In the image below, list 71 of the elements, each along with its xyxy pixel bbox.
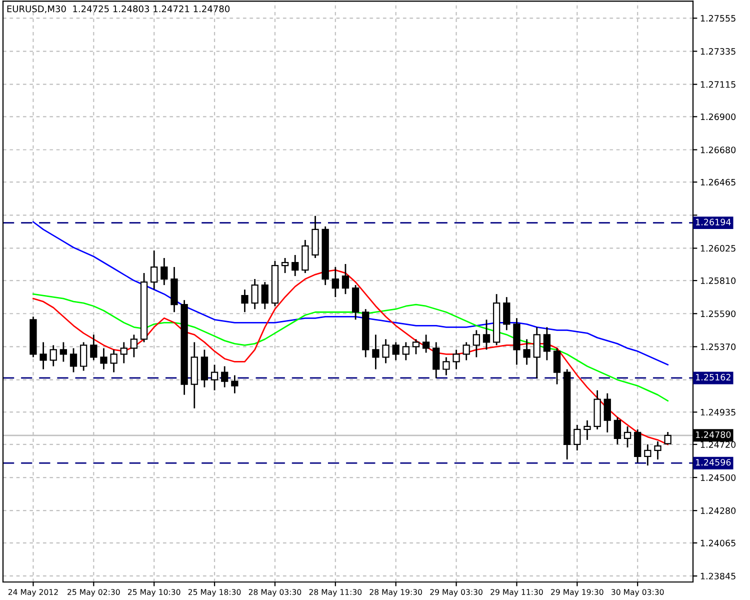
candlestick	[70, 348, 78, 373]
candlestick	[160, 257, 168, 286]
candlestick	[644, 444, 652, 466]
y-tick-label: 1.26680	[700, 146, 736, 154]
candlestick	[664, 431, 672, 445]
candlestick	[261, 281, 268, 310]
candlestick	[402, 342, 410, 361]
y-tick-label: 1.25810	[700, 277, 736, 284]
candlestick	[200, 349, 208, 388]
candlestick	[231, 374, 238, 394]
candlestick	[292, 254, 299, 277]
candlestick	[372, 334, 380, 370]
candlestick	[584, 420, 591, 441]
line-series	[32, 293, 669, 402]
candlestick	[80, 342, 88, 372]
candlestick	[462, 342, 470, 361]
candlestick	[100, 348, 108, 370]
candlestick	[60, 342, 68, 362]
y-tick-label: 1.24720	[700, 441, 736, 448]
y-tick-label: 1.27115	[700, 81, 736, 88]
candlestick	[604, 392, 611, 434]
candlestick	[533, 326, 540, 379]
candlestick	[614, 416, 622, 446]
candlestick	[332, 266, 339, 298]
candlestick	[503, 296, 510, 331]
candlestick	[432, 342, 440, 379]
chart-title: EURUSD,M30 1.24725 1.24803 1.24721 1.24780	[7, 5, 230, 14]
candlestick	[452, 349, 460, 370]
candlestick	[241, 288, 248, 313]
candlestick	[392, 342, 400, 361]
candlestick	[543, 326, 551, 361]
candlestick	[210, 364, 218, 391]
candlestick	[553, 348, 561, 385]
candlestick	[472, 329, 480, 358]
y-tick-label: 1.24935	[700, 408, 736, 416]
candlestick	[422, 334, 430, 354]
ref-line-label: 1.24596	[696, 458, 731, 466]
y-tick-label: 1.25370	[700, 344, 736, 350]
candlestick	[221, 366, 228, 388]
y-tick-label: 1.26465	[700, 178, 736, 186]
candlestick	[382, 338, 390, 364]
candlestick	[90, 334, 98, 361]
y-tick-label: 1.25590	[700, 310, 736, 318]
candlestick	[574, 424, 581, 452]
line-series	[32, 221, 669, 366]
y-tick-label: 1.24065	[700, 540, 736, 546]
candlestick	[50, 344, 57, 367]
candlestick	[624, 426, 632, 448]
candlestick	[281, 257, 289, 274]
candlestick	[150, 250, 158, 290]
y-tick-label: 1.26025	[700, 245, 736, 252]
candlestick	[654, 440, 662, 460]
candlestick	[342, 263, 350, 295]
ref-line-label: 1.24780	[696, 431, 731, 438]
candlestick	[482, 318, 490, 350]
candlestick	[251, 278, 258, 310]
candlestick	[120, 342, 128, 364]
ref-line-label: 1.25162	[696, 374, 730, 381]
candlestick	[412, 338, 420, 355]
candlestick	[130, 334, 138, 358]
y-tick-label: 1.26900	[700, 114, 736, 120]
y-tick-label: 1.27335	[700, 48, 736, 55]
candlestick	[110, 349, 118, 373]
y-tick-label: 1.24280	[700, 507, 736, 514]
candlestick	[523, 338, 530, 366]
y-tick-label: 1.23845	[700, 572, 736, 580]
y-tick-label: 1.27555	[700, 15, 736, 22]
candlestick	[40, 342, 47, 370]
y-tick-label: 1.24500	[700, 474, 736, 481]
candlestick	[442, 356, 450, 376]
ref-line-label: 1.26194	[696, 218, 731, 226]
